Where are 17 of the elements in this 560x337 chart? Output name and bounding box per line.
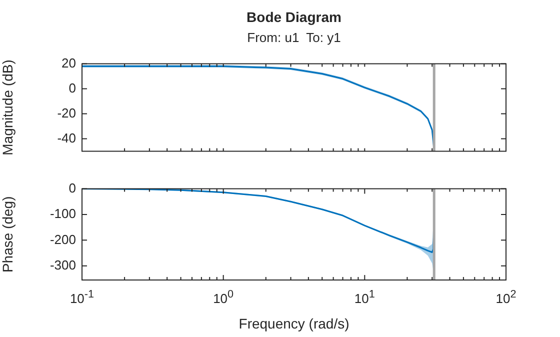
y-tick-label: -40 (57, 130, 76, 146)
chart-subtitle: From: u1 To: y1 (246, 30, 342, 45)
y-axis-title: Magnitude (dB) (0, 60, 16, 156)
x-tick-label: 10$^{-1}$ (70, 289, 94, 306)
y-tick-label: -200 (50, 232, 76, 247)
y-tick-label: -100 (50, 206, 76, 222)
x-axis-title: Frequency (rad/s) (238, 315, 350, 332)
chart-title: Bode Diagram (246, 9, 342, 25)
x-tick-label: 10$^{2}$ (496, 289, 516, 306)
y-tick-label: 0 (68, 80, 76, 96)
y-tick-label: 0 (68, 180, 76, 196)
x-tick-label: 10$^{0}$ (213, 289, 234, 306)
y-tick-label: -20 (57, 105, 76, 120)
x-tick-label: 10$^{1}$ (354, 289, 375, 306)
y-tick-label: -300 (50, 257, 76, 272)
y-axis-title: Phase (deg) (0, 196, 16, 273)
y-tick-label: 20 (62, 55, 76, 70)
